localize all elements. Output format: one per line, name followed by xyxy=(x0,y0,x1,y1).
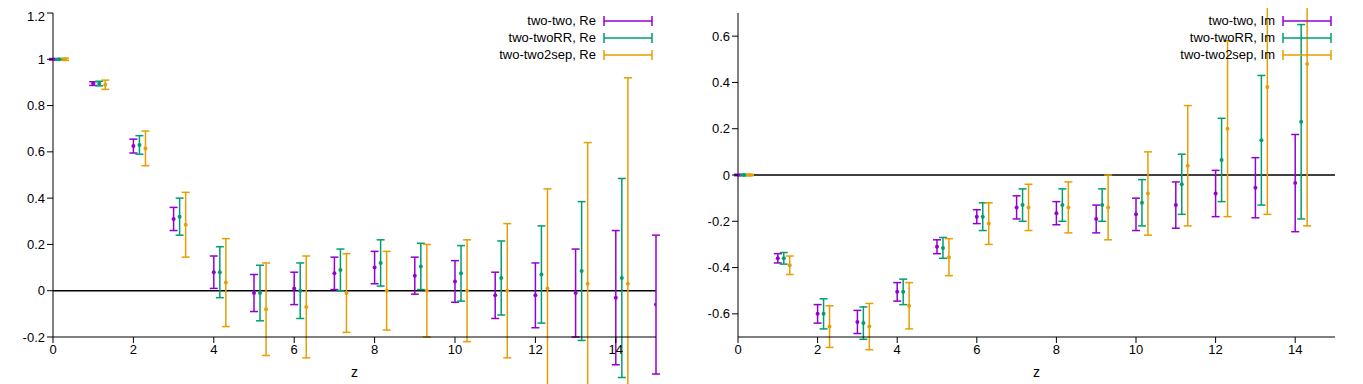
html-text:two-two, Re: two-two, Re xyxy=(527,13,596,28)
svg-text:-0.2: -0.2 xyxy=(23,330,45,345)
html-text:two-twoRR, Re: two-twoRR, Re xyxy=(508,30,596,45)
svg-text:0: 0 xyxy=(723,168,730,183)
svg-text:10: 10 xyxy=(1129,342,1143,357)
svg-text:8: 8 xyxy=(1053,342,1060,357)
svg-text:14: 14 xyxy=(609,342,623,357)
svg-text:12: 12 xyxy=(1208,342,1222,357)
svg-text:0.4: 0.4 xyxy=(712,75,730,90)
svg-text:0.6: 0.6 xyxy=(712,29,730,44)
html-text:two-twoRR, Im: two-twoRR, Im xyxy=(1189,30,1275,45)
svg-text:z: z xyxy=(1033,364,1040,380)
svg-text:0.2: 0.2 xyxy=(27,237,45,252)
svg-text:10: 10 xyxy=(448,342,462,357)
svg-text:2: 2 xyxy=(130,342,137,357)
svg-text:-0.4: -0.4 xyxy=(708,260,730,275)
svg-text:0.2: 0.2 xyxy=(712,121,730,136)
svg-text:2: 2 xyxy=(814,342,821,357)
svg-text:0: 0 xyxy=(38,283,45,298)
html-text:two-two2sep, Re: two-two2sep, Re xyxy=(499,47,596,62)
svg-text:14: 14 xyxy=(1288,342,1302,357)
html-text:two-two2sep, Im: two-two2sep, Im xyxy=(1180,47,1275,62)
svg-text:-0.6: -0.6 xyxy=(708,306,730,321)
svg-text:6: 6 xyxy=(973,342,980,357)
svg-text:0.6: 0.6 xyxy=(27,144,45,159)
svg-text:-0.2: -0.2 xyxy=(708,214,730,229)
svg-text:4: 4 xyxy=(894,342,901,357)
svg-text:0.4: 0.4 xyxy=(27,191,45,206)
svg-text:1.2: 1.2 xyxy=(27,9,45,24)
svg-text:0.8: 0.8 xyxy=(27,98,45,113)
svg-text:12: 12 xyxy=(528,342,542,357)
svg-text:6: 6 xyxy=(291,342,298,357)
svg-text:0: 0 xyxy=(734,342,741,357)
svg-text:8: 8 xyxy=(371,342,378,357)
svg-text:4: 4 xyxy=(210,342,217,357)
svg-text:1: 1 xyxy=(38,52,45,67)
svg-text:z: z xyxy=(351,364,358,380)
svg-text:0: 0 xyxy=(49,342,56,357)
html-text:two-two, Im: two-two, Im xyxy=(1208,13,1275,28)
